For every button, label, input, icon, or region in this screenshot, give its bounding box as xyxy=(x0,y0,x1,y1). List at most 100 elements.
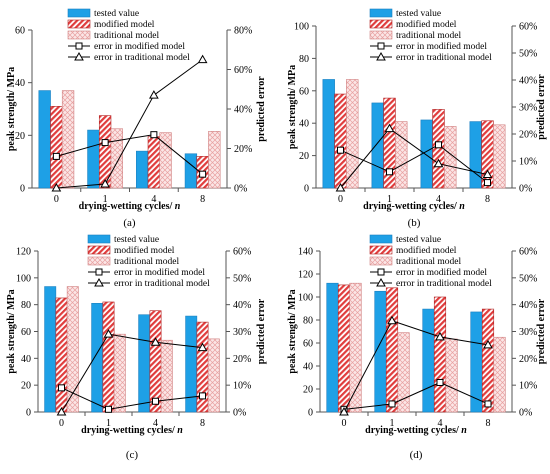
legend-swatch-tested xyxy=(67,8,91,18)
y-right-tick-label: 50% xyxy=(519,49,537,60)
bar-traditional xyxy=(444,126,457,189)
x-axis-title: drying-wetting cycles/ n xyxy=(363,201,465,212)
bar-modified xyxy=(432,109,445,189)
point-error-traditional xyxy=(197,54,208,64)
y-tick-label: 80 xyxy=(303,316,313,327)
bar-traditional xyxy=(160,339,173,413)
bar-traditional xyxy=(110,128,123,189)
legend-marker-square xyxy=(377,42,385,50)
point-error-traditional xyxy=(103,329,114,338)
y-tick-label: 80 xyxy=(299,54,309,65)
point-error-modified xyxy=(386,168,393,176)
bar-modified xyxy=(385,287,399,413)
bar-tested xyxy=(322,79,335,189)
line-error-traditional xyxy=(343,320,489,413)
point-error-modified xyxy=(105,405,112,413)
point-error-traditional xyxy=(339,406,349,416)
bar-tested xyxy=(138,314,151,413)
bar-modified xyxy=(337,284,351,413)
y-right-tick-label: 40% xyxy=(519,76,537,87)
y-tick-label: 140 xyxy=(298,247,313,258)
y-tick-label: 80 xyxy=(21,300,31,311)
point-error-traditional xyxy=(197,342,208,352)
y-right-tick-label: 0% xyxy=(519,408,532,419)
legend-marker-triangle xyxy=(94,277,104,287)
chart-panel-1: 0 20 40 60 0% 20% 40% 60% 80% 0 1 4 8 tested valuemod… xyxy=(6,8,267,229)
x-tick-label: 0 xyxy=(59,418,64,429)
legend-label: tested value xyxy=(396,9,441,19)
y-right-tick-label: 60% xyxy=(234,65,252,76)
y-tick-label: 40 xyxy=(21,354,31,365)
y-tick-label: 100 xyxy=(16,273,31,284)
bar-traditional xyxy=(61,90,75,189)
y-tick-label: 0 xyxy=(20,184,25,195)
point-error-traditional xyxy=(335,182,346,192)
bar-tested xyxy=(326,282,339,413)
y-right-tick-label: 20% xyxy=(234,144,252,155)
bar-traditional xyxy=(445,338,458,413)
point-error-traditional xyxy=(435,331,445,341)
bar-traditional xyxy=(159,132,172,189)
legend-label: error in modified model xyxy=(396,267,487,278)
point-error-modified xyxy=(199,170,207,178)
legend-marker-square xyxy=(377,268,385,276)
x-axis-title: drying-wetting cycles/ n xyxy=(81,425,183,436)
chart-panel-4: 0 20 40 60 80 100 120 140 0% 10% 20% 30% 40% 50% 60% 0 1… xyxy=(287,234,547,461)
y-tick-label: 120 xyxy=(16,247,31,258)
y-tick-label: 0 xyxy=(304,184,309,195)
y-tick-label: 0 xyxy=(26,408,31,419)
point-error-traditional xyxy=(483,339,493,349)
panel-label: (a) xyxy=(123,217,136,229)
x-axis-title: drying-wetting cycles/ n xyxy=(79,201,181,212)
point-error-traditional xyxy=(384,123,395,133)
x-tick-label: 0 xyxy=(338,194,343,205)
y-right-tick-label: 60% xyxy=(519,22,537,33)
y-tick-label: 20 xyxy=(299,151,309,162)
legend-swatch-modified xyxy=(369,19,393,29)
y-right-tick-label: 20% xyxy=(519,130,537,141)
x-tick-label: 1 xyxy=(106,418,111,429)
legend-marker-triangle xyxy=(376,277,386,287)
x-tick-label: 8 xyxy=(485,194,490,205)
legend-swatch-traditional xyxy=(67,30,91,40)
bar-modified xyxy=(147,136,161,189)
legend-swatch-tested xyxy=(369,234,393,244)
y-tick-label: 60 xyxy=(303,339,313,350)
bar-traditional xyxy=(208,131,221,189)
point-error-modified xyxy=(58,384,65,392)
bar-tested xyxy=(422,308,435,413)
y-right-axis-title: predicted error xyxy=(536,298,547,364)
y-tick-label: 100 xyxy=(294,22,309,33)
bar-modified xyxy=(102,301,115,413)
y-tick-label: 20 xyxy=(303,385,313,396)
x-tick-label: 4 xyxy=(436,194,441,205)
y-right-tick-label: 30% xyxy=(519,103,537,114)
chart-panel-2: 0 20 40 60 80 100 0% 10% 20% 30% 40% 50% 60% 0 1 4 8 test… xyxy=(287,8,547,229)
legend-label: error in traditional model xyxy=(94,53,190,63)
bar-tested xyxy=(469,121,482,189)
point-error-modified xyxy=(435,141,442,149)
legend-swatch-modified xyxy=(87,245,111,255)
point-error-traditional xyxy=(387,315,397,325)
y-right-tick-label: 40% xyxy=(234,105,252,116)
panel-label: (d) xyxy=(410,449,423,461)
y-tick-label: 0 xyxy=(308,408,313,419)
y-axis-title: peak strength/ MPa xyxy=(287,289,298,373)
y-tick-label: 100 xyxy=(298,293,313,304)
y-right-tick-label: 40% xyxy=(233,300,251,311)
legend-label: tested value xyxy=(396,235,441,245)
point-error-modified xyxy=(436,378,444,386)
legend-swatch-traditional xyxy=(369,256,393,266)
x-tick-label: 8 xyxy=(486,418,491,429)
legend-label: tested value xyxy=(114,235,159,245)
line-error-traditional xyxy=(61,333,203,413)
x-tick-label: 0 xyxy=(342,418,347,429)
legend-marker-triangle xyxy=(74,51,84,61)
y-tick-label: 20 xyxy=(21,381,31,392)
y-right-tick-label: 10% xyxy=(233,381,251,392)
point-error-modified xyxy=(101,139,109,147)
y-tick-label: 40 xyxy=(15,78,25,89)
legend-label: traditional model xyxy=(396,31,462,41)
